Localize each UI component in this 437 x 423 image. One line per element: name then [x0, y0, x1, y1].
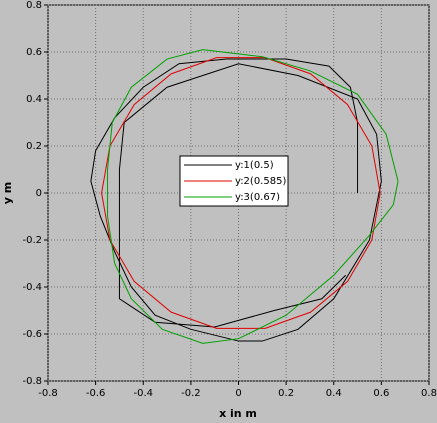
- y-tick-label: 0.2: [26, 141, 42, 152]
- legend-label: y:3(0.67): [235, 192, 280, 203]
- x-tick-label: -0.2: [181, 388, 201, 399]
- y-tick-label: -0.2: [22, 235, 42, 246]
- x-tick-label: 0.4: [326, 388, 342, 399]
- x-tick-label: 0.2: [278, 388, 294, 399]
- x-tick-label: 0.6: [373, 388, 389, 399]
- x-axis-label: x in m: [219, 407, 257, 420]
- y-tick-label: -0.8: [22, 376, 42, 387]
- y-tick-label: 0.6: [26, 47, 42, 58]
- legend-label: y:1(0.5): [235, 160, 274, 171]
- legend-label: y:2(0.585): [235, 176, 286, 187]
- y-tick-label: 0: [36, 188, 42, 199]
- line-series: [90, 58, 382, 342]
- x-tick-label: -0.4: [133, 388, 153, 399]
- x-tick-label: 0: [235, 388, 241, 399]
- x-tick-label: -0.8: [38, 388, 58, 399]
- y-tick-label: -0.4: [22, 282, 42, 293]
- line-series: [101, 57, 381, 329]
- y-axis-label: y m: [1, 182, 14, 204]
- x-tick-label: 0.8: [421, 388, 437, 399]
- y-tick-label: 0.8: [26, 0, 42, 11]
- x-tick-label: -0.6: [86, 388, 106, 399]
- y-tick-label: -0.6: [22, 329, 42, 340]
- y-tick-label: 0.4: [26, 94, 42, 105]
- line-series: [107, 49, 399, 344]
